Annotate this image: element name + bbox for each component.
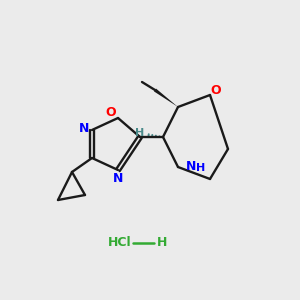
Text: HCl: HCl [108, 236, 132, 250]
Polygon shape [154, 88, 178, 107]
Text: H: H [157, 236, 167, 250]
Text: N: N [79, 122, 89, 136]
Text: H: H [135, 128, 145, 138]
Text: O: O [106, 106, 116, 118]
Text: N: N [113, 172, 123, 184]
Text: H: H [196, 163, 206, 173]
Text: N: N [186, 160, 196, 173]
Text: O: O [211, 83, 221, 97]
